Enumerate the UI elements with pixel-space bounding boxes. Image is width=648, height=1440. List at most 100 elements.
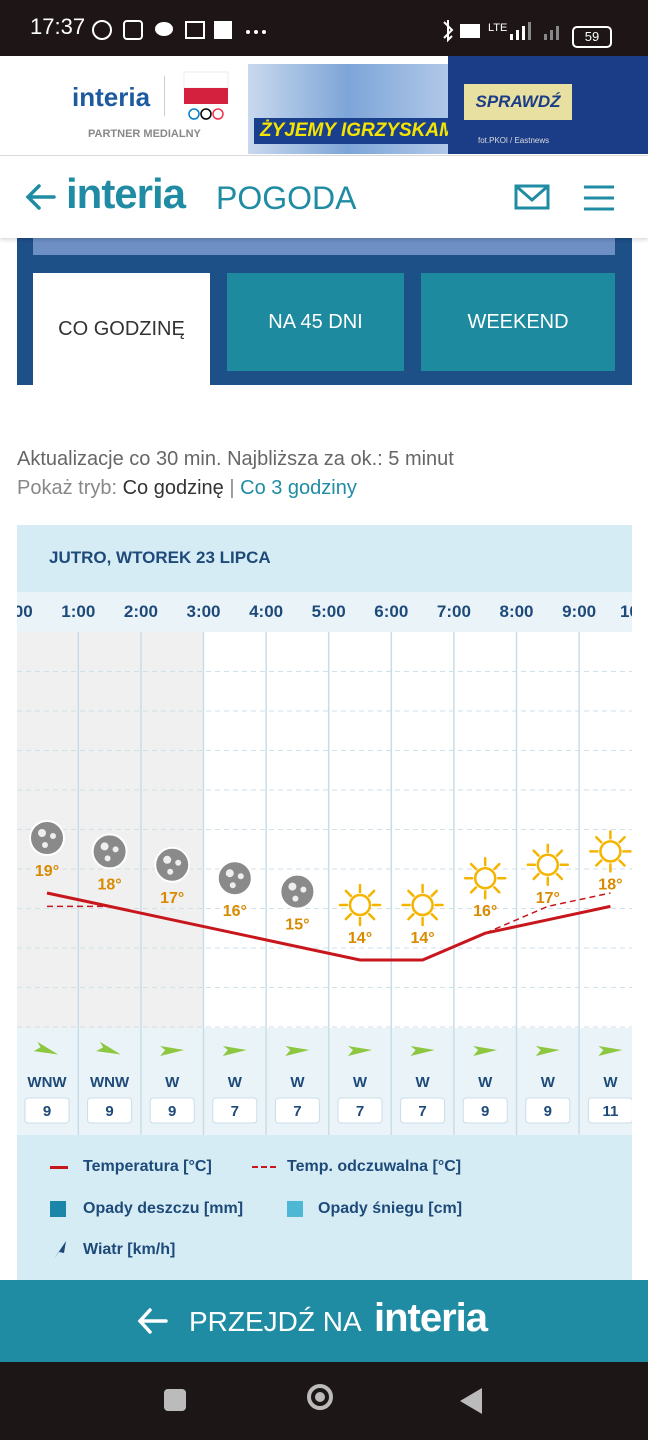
- sun-icon: [338, 883, 382, 927]
- wind-direction: W: [603, 1074, 618, 1091]
- sun-ray: [367, 889, 376, 898]
- header-brand: interia: [66, 170, 186, 217]
- hour-label: 9:00: [562, 602, 596, 621]
- wind-arrow: [160, 1046, 185, 1056]
- network-type: LTE: [488, 22, 508, 34]
- footer-arrow: [137, 1308, 168, 1334]
- hour-label: 2:00: [124, 602, 158, 621]
- back-nav-button[interactable]: [458, 1386, 484, 1416]
- temperature-label: 14°: [348, 930, 372, 947]
- temperature-label: 18°: [97, 876, 121, 893]
- wind-box: [587, 1097, 632, 1124]
- wind-speed: 9: [43, 1103, 51, 1120]
- hour-label: 6:00: [374, 602, 408, 621]
- wind-direction: W: [228, 1074, 243, 1091]
- signal-icons: [443, 20, 559, 43]
- wind-box: [24, 1097, 70, 1124]
- hour-label: 1:00: [61, 602, 95, 621]
- legend-label: Temp. odczuwalna [°C]: [287, 1158, 462, 1175]
- ad-banner[interactable]: interia PARTNER MEDIALNY ŻYJEMY IGRZYSKA…: [0, 56, 648, 156]
- sun-ray: [532, 849, 540, 857]
- wind-arrow: [535, 1046, 560, 1056]
- temperature-line: [46, 891, 611, 962]
- legend-swatch: [50, 1166, 68, 1169]
- wind-arrow: [96, 1041, 121, 1055]
- sun-disc: [411, 893, 434, 917]
- moon-crater: [100, 842, 109, 851]
- ad-flag: [183, 71, 229, 120]
- wind-box: [149, 1097, 195, 1124]
- footer-text: PRZEJDŹ NA: [189, 1306, 362, 1337]
- sun-icon: [401, 883, 444, 927]
- mode-separator: |: [229, 477, 235, 499]
- moon-crater: [112, 846, 119, 853]
- temperature-label: 18°: [598, 876, 622, 893]
- moon-icon: [216, 860, 253, 897]
- wind-speed: 9: [168, 1103, 176, 1120]
- mode-label: Pokaż tryb:: [17, 477, 118, 499]
- temperature-label: 14°: [410, 930, 434, 947]
- wind-box: [274, 1097, 320, 1124]
- tab[interactable]: NA 45 DNI: [227, 273, 404, 371]
- wind-direction: W: [478, 1074, 493, 1091]
- sun-ray: [595, 859, 603, 867]
- moon-disc: [279, 873, 316, 910]
- sun-icon: [589, 830, 632, 873]
- wind-box: [462, 1097, 508, 1124]
- wind-direction: WNW: [27, 1074, 67, 1091]
- recents-button[interactable]: [164, 1389, 186, 1411]
- hour-label: 4:00: [249, 602, 283, 621]
- wind-box: [337, 1097, 383, 1124]
- navigation-bar: [0, 1362, 648, 1440]
- hour-label: 7:00: [437, 602, 471, 621]
- sun-disc: [348, 893, 372, 917]
- menu-button[interactable]: [582, 184, 616, 212]
- moon-crater: [42, 842, 48, 848]
- moon-disc: [216, 860, 253, 897]
- footer-brand: interia: [374, 1296, 488, 1340]
- home-button[interactable]: [307, 1384, 333, 1410]
- tab[interactable]: WEEKEND: [421, 273, 615, 371]
- ad-partner: PARTNER MEDIALNY: [88, 128, 201, 140]
- legend-swatch: [287, 1201, 303, 1217]
- mode-current: Co godzinę: [122, 477, 224, 499]
- moon-crater: [38, 829, 46, 837]
- sun-ray: [344, 889, 353, 898]
- temperature-label: 16°: [223, 903, 247, 920]
- tab[interactable]: CO GODZINĘ: [33, 273, 210, 385]
- hour-label: 0:00: [17, 602, 33, 621]
- hourly-chart: JUTRO, WTOREK 23 LIPCA 0:00 1:00 2:00 3:00 4…: [17, 525, 632, 1135]
- ad-credit: fot.PKOl / Eastnews: [478, 136, 550, 145]
- wind-direction: W: [290, 1074, 305, 1091]
- legend-swatch: [252, 1166, 276, 1168]
- footer-bar[interactable]: PRZEJDŹ NA interia: [0, 1280, 648, 1362]
- sun-ray: [344, 912, 353, 921]
- wind-speed: 7: [356, 1103, 364, 1120]
- wind-direction: W: [416, 1074, 431, 1091]
- temperature-label: 16°: [473, 903, 497, 920]
- sun-ray: [407, 912, 415, 921]
- header-section: POGODA: [216, 180, 357, 216]
- sun-ray: [493, 862, 501, 871]
- legend-label: Opady deszczu [mm]: [83, 1200, 244, 1217]
- moon-disc: [91, 833, 128, 870]
- moon-crater: [300, 886, 307, 893]
- wind-arrow: [473, 1046, 498, 1056]
- wind-speed: 7: [418, 1103, 426, 1120]
- ad-button[interactable]: SPRAWDŹ: [464, 84, 572, 120]
- hour-label: 8:00: [499, 602, 533, 621]
- moon-crater: [229, 882, 236, 889]
- mail-button[interactable]: [514, 184, 550, 212]
- mode-link[interactable]: Co 3 godziny: [240, 477, 357, 499]
- sun-ray: [595, 836, 603, 844]
- legend-swatch: [54, 1241, 66, 1259]
- wind-arrow: [222, 1046, 247, 1056]
- moon-crater: [225, 869, 234, 878]
- sun-icon: [526, 843, 570, 887]
- hour-label: 3:00: [186, 602, 220, 621]
- wind-speed: 9: [544, 1103, 552, 1120]
- back-button[interactable]: [24, 182, 58, 212]
- sun-disc: [536, 853, 560, 877]
- wind-arrow: [285, 1046, 310, 1056]
- hour-label: 10:00: [620, 602, 632, 621]
